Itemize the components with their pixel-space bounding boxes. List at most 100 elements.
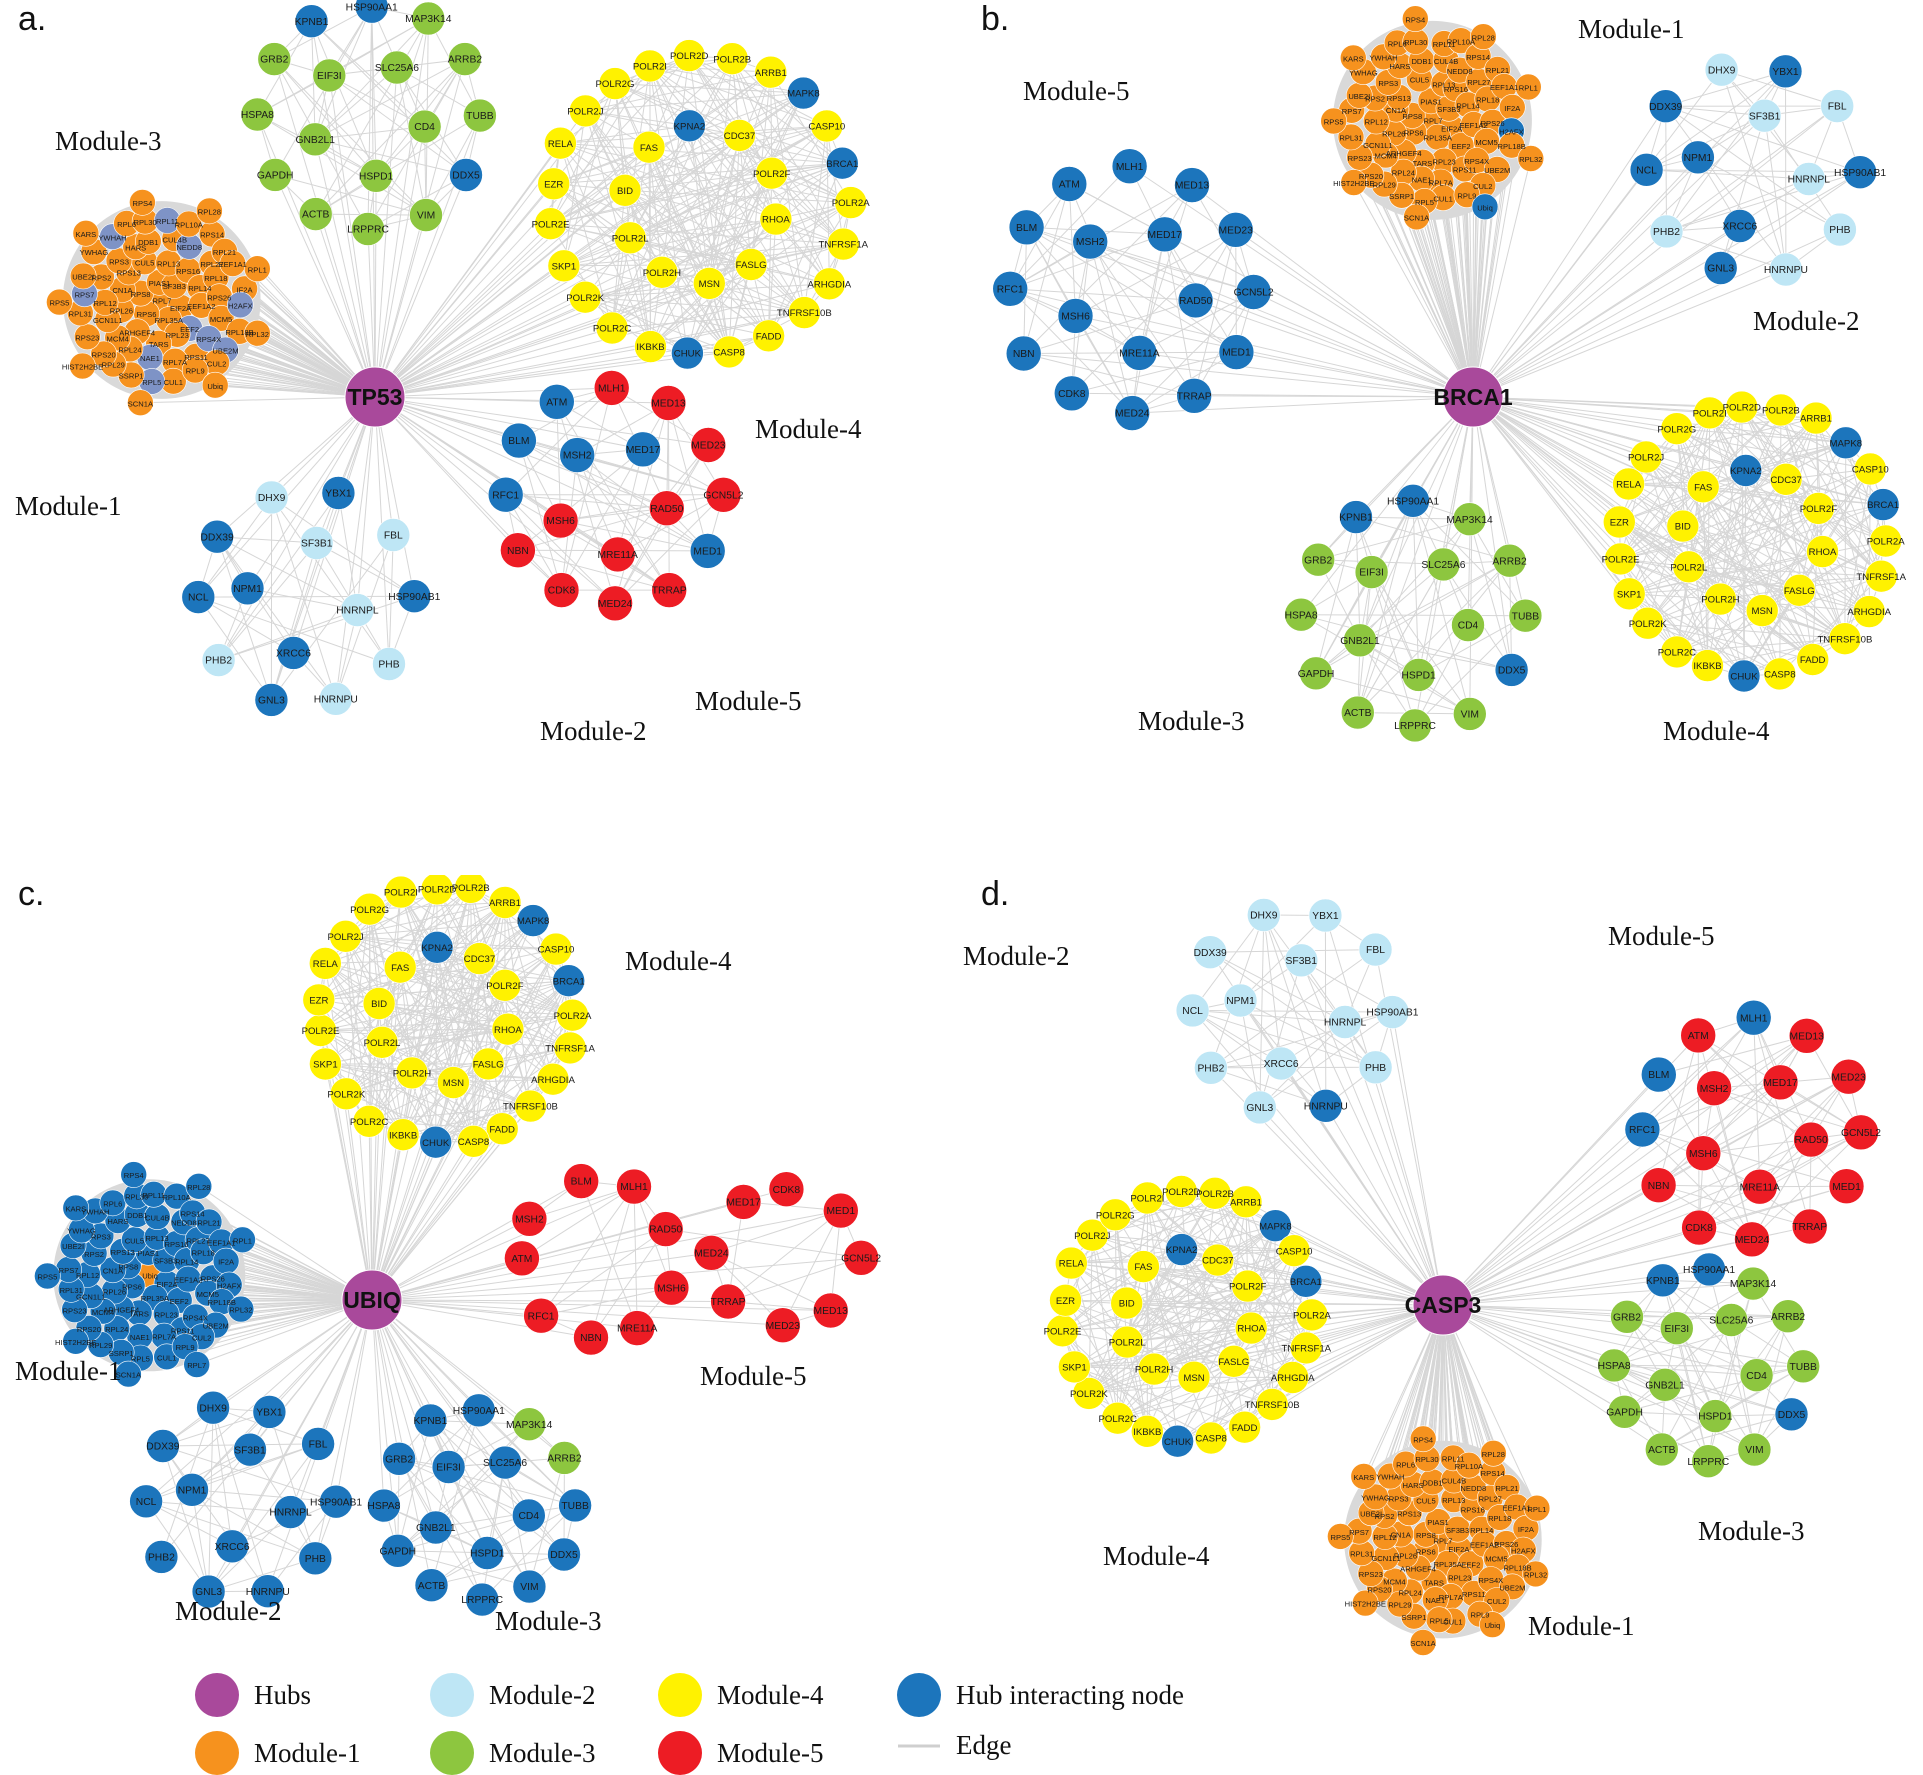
svg-text:EEF1A2: EEF1A2 (187, 302, 215, 311)
svg-text:RPL7A: RPL7A (163, 358, 188, 367)
svg-text:RPL31: RPL31 (60, 1286, 83, 1295)
svg-text:RFC1: RFC1 (1629, 1125, 1656, 1136)
svg-text:CDC37: CDC37 (1202, 1256, 1233, 1267)
svg-text:ARHGEF4: ARHGEF4 (1400, 1565, 1436, 1574)
svg-text:MCM4: MCM4 (1375, 152, 1397, 161)
svg-text:POLR2E: POLR2E (532, 219, 570, 230)
svg-text:RELA: RELA (313, 959, 339, 970)
svg-text:MCM4: MCM4 (107, 335, 129, 344)
svg-text:MLH1: MLH1 (1116, 162, 1144, 173)
svg-text:RPS23: RPS23 (63, 1306, 87, 1315)
svg-text:RPS20: RPS20 (92, 351, 116, 360)
svg-text:Ubiq: Ubiq (1485, 1621, 1501, 1630)
svg-text:MED13: MED13 (814, 1306, 849, 1317)
svg-text:YWHAG: YWHAG (1349, 68, 1378, 77)
svg-text:SSRP1: SSRP1 (119, 372, 144, 381)
svg-text:EIF3I: EIF3I (1664, 1324, 1689, 1335)
svg-text:CUL5: CUL5 (1416, 1496, 1435, 1505)
svg-text:Module-4: Module-4 (1663, 716, 1770, 746)
svg-text:RPS11: RPS11 (184, 353, 208, 362)
svg-text:KPNB1: KPNB1 (295, 17, 329, 28)
svg-text:LRPPRC: LRPPRC (1394, 721, 1436, 732)
svg-text:DDX5: DDX5 (1498, 666, 1526, 677)
svg-text:TNFRSF1A: TNFRSF1A (1282, 1344, 1332, 1355)
svg-text:PHB: PHB (378, 660, 399, 671)
svg-text:RPL10A: RPL10A (175, 221, 204, 230)
svg-text:HSPD1: HSPD1 (470, 1549, 505, 1560)
svg-text:MED17: MED17 (626, 445, 661, 456)
svg-text:RPL27: RPL27 (186, 1236, 209, 1245)
svg-text:DHX9: DHX9 (1708, 65, 1736, 76)
svg-text:MED24: MED24 (694, 1248, 729, 1259)
svg-text:EZR: EZR (1610, 518, 1629, 529)
svg-text:RPL28: RPL28 (1482, 1450, 1505, 1459)
svg-text:DDX39: DDX39 (1194, 948, 1227, 959)
svg-text:Module-4: Module-4 (1103, 1541, 1210, 1571)
svg-text:RPL31: RPL31 (1350, 1549, 1373, 1558)
svg-text:CUL1: CUL1 (164, 378, 183, 387)
svg-text:GRB2: GRB2 (1613, 1312, 1641, 1323)
svg-text:RPS4: RPS4 (132, 199, 152, 208)
svg-text:YWHAG: YWHAG (67, 1227, 96, 1236)
svg-text:DDB1: DDB1 (1422, 1479, 1442, 1488)
svg-text:POLR2B: POLR2B (1196, 1189, 1234, 1200)
svg-text:Module-2: Module-2 (1753, 306, 1859, 336)
svg-text:SLC25A6: SLC25A6 (483, 1458, 527, 1469)
svg-text:NAE1: NAE1 (140, 354, 160, 363)
svg-text:CUL2: CUL2 (1487, 1597, 1506, 1606)
svg-text:MSN: MSN (699, 279, 720, 290)
svg-text:POLR2K: POLR2K (566, 293, 604, 304)
svg-text:TP53: TP53 (348, 384, 403, 410)
svg-text:RPL6: RPL6 (103, 1200, 122, 1209)
svg-text:SKP1: SKP1 (1062, 1363, 1087, 1374)
svg-text:HNRNPU: HNRNPU (1304, 1101, 1348, 1112)
svg-text:HIST2H2BE: HIST2H2BE (55, 1338, 96, 1347)
svg-text:FAS: FAS (1694, 482, 1712, 493)
svg-text:MSH2: MSH2 (1076, 237, 1105, 248)
svg-text:SF3B3: SF3B3 (163, 282, 186, 291)
svg-text:GRB2: GRB2 (385, 1454, 413, 1465)
svg-text:CD4: CD4 (1746, 1371, 1767, 1382)
svg-text:RPS4X: RPS4X (196, 335, 221, 344)
svg-text:GCN1L1: GCN1L1 (93, 316, 123, 325)
svg-text:CDK8: CDK8 (1058, 389, 1086, 400)
svg-text:POLR2K: POLR2K (1070, 1389, 1108, 1400)
svg-text:RPS3: RPS3 (1378, 79, 1398, 88)
svg-text:RELA: RELA (1059, 1259, 1085, 1270)
svg-text:KARS: KARS (1353, 1473, 1374, 1482)
svg-text:GNL3: GNL3 (1707, 264, 1734, 275)
svg-text:DDX39: DDX39 (200, 532, 233, 543)
svg-text:RPL23: RPL23 (1448, 1573, 1471, 1582)
svg-text:RPL18: RPL18 (192, 1248, 215, 1257)
svg-text:RPS23: RPS23 (1359, 1570, 1383, 1579)
svg-text:FAS: FAS (640, 143, 658, 154)
svg-text:TRRAP: TRRAP (652, 586, 687, 597)
svg-text:GAPDH: GAPDH (257, 171, 294, 182)
svg-text:IKBKB: IKBKB (389, 1130, 417, 1141)
svg-text:MED13: MED13 (1175, 181, 1210, 192)
svg-text:BID: BID (617, 186, 633, 197)
svg-text:MLH1: MLH1 (620, 1182, 648, 1193)
svg-text:RPL12: RPL12 (1365, 118, 1388, 127)
svg-text:RPL24: RPL24 (105, 1325, 128, 1334)
svg-text:LRPPRC: LRPPRC (347, 225, 389, 236)
svg-text:HSP90AB1: HSP90AB1 (1834, 168, 1886, 179)
svg-text:RPL5: RPL5 (1430, 1616, 1449, 1625)
svg-text:POLR2I: POLR2I (633, 62, 667, 73)
svg-text:GRB2: GRB2 (1304, 555, 1332, 566)
svg-text:RPL32: RPL32 (1519, 155, 1542, 164)
svg-text:RPS7: RPS7 (75, 290, 95, 299)
svg-text:GCN1L1: GCN1L1 (1363, 141, 1393, 150)
svg-text:EIF3I: EIF3I (1359, 568, 1384, 579)
svg-text:ARRB1: ARRB1 (1800, 414, 1832, 425)
svg-text:CUL2: CUL2 (207, 359, 226, 368)
svg-text:Module-3: Module-3 (1138, 706, 1244, 736)
svg-text:GAPDH: GAPDH (1606, 1407, 1643, 1418)
svg-text:FBL: FBL (384, 531, 403, 542)
svg-text:POLR2E: POLR2E (1602, 555, 1640, 566)
svg-text:RPS2: RPS2 (91, 274, 111, 283)
svg-text:RPL14: RPL14 (175, 1257, 198, 1266)
svg-text:RPS2: RPS2 (84, 1250, 104, 1259)
svg-text:PHB2: PHB2 (148, 1553, 175, 1564)
svg-text:POLR2I: POLR2I (1130, 1194, 1164, 1205)
